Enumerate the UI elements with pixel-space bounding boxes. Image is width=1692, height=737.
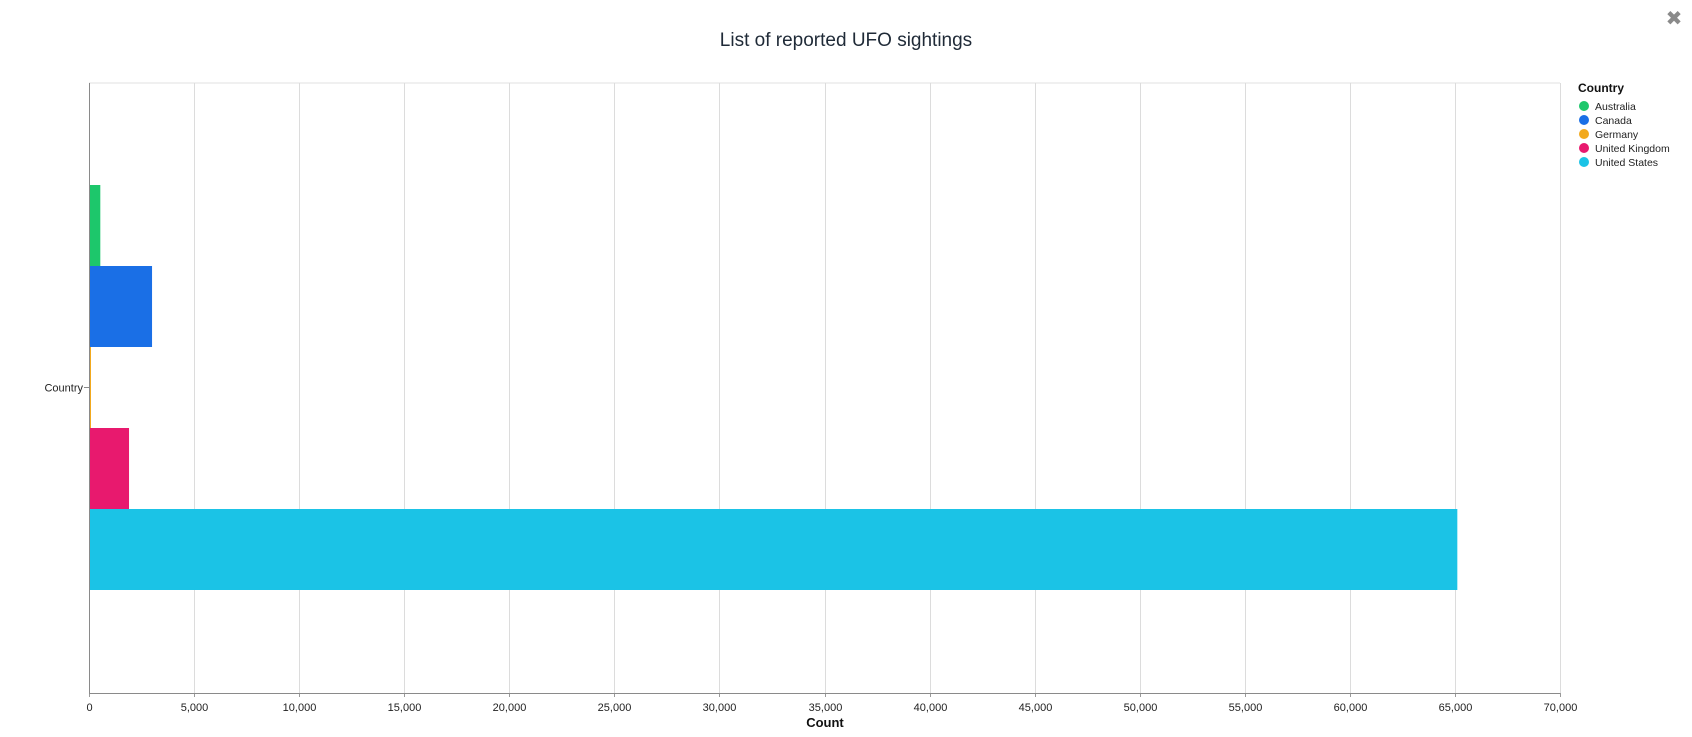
bars	[89, 185, 1458, 590]
bar-australia[interactable]	[89, 185, 101, 266]
x-tick-label: 40,000	[914, 702, 948, 714]
legend-item-label[interactable]: Canada	[1595, 115, 1632, 127]
y-category-label: Country	[44, 383, 83, 395]
x-tick-label: 60,000	[1334, 702, 1368, 714]
x-tick-label: 15,000	[388, 702, 422, 714]
legend-marker[interactable]	[1579, 115, 1589, 125]
x-tick-label: 5,000	[181, 702, 209, 714]
bar-canada[interactable]	[89, 266, 153, 347]
legend-marker[interactable]	[1579, 143, 1589, 153]
legend-item-label[interactable]: Germany	[1595, 129, 1639, 141]
x-tick-label: 50,000	[1124, 702, 1158, 714]
x-tick-label: 20,000	[493, 702, 527, 714]
legend-item-label[interactable]: United Kingdom	[1595, 143, 1670, 155]
x-tick-label: 45,000	[1019, 702, 1053, 714]
legend-marker[interactable]	[1579, 157, 1589, 167]
axes: 0 5,000 10,000 15,000 20,000 25,000 30,000 35,0…	[44, 83, 1577, 714]
x-tick-label: 55,000	[1229, 702, 1263, 714]
grid-lines	[89, 82, 1561, 693]
close-icon[interactable]: ✖	[1665, 6, 1683, 30]
legend-marker[interactable]	[1579, 101, 1589, 111]
legend-item-label[interactable]: United States	[1595, 157, 1658, 169]
legend-marker[interactable]	[1579, 129, 1589, 139]
x-tick-label: 25,000	[598, 702, 632, 714]
x-tick-label: 10,000	[283, 702, 317, 714]
x-tick-label: 70,000	[1544, 702, 1578, 714]
x-tick-label: 65,000	[1439, 702, 1473, 714]
x-tick-label: 30,000	[703, 702, 737, 714]
x-tick-label: 0	[86, 702, 92, 714]
legend-item-label[interactable]: Australia	[1595, 101, 1636, 113]
chart-title: List of reported UFO sightings	[720, 30, 972, 51]
bar-united-states[interactable]	[89, 509, 1458, 590]
legend-title: Country	[1578, 81, 1624, 95]
x-axis-title: Count	[806, 715, 844, 730]
bar-united-kingdom[interactable]	[89, 428, 130, 509]
x-tick-label: 35,000	[809, 702, 843, 714]
legend: Country Australia Canada Germany United King…	[1578, 81, 1670, 169]
